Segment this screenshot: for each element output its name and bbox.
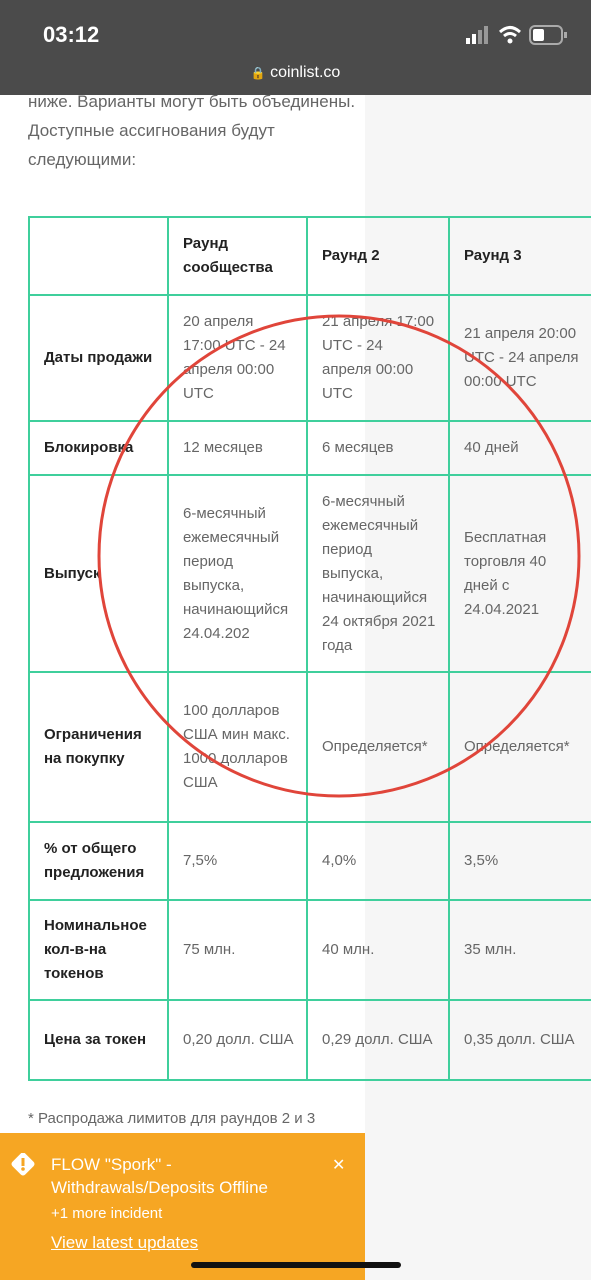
table-cell: 6-месячный ежемесячный период выпуска, н… [167, 474, 308, 673]
warning-icon [11, 1153, 35, 1176]
table-row: Даты продажи 20 апреля 17:00 UTC - 24 апр… [28, 294, 591, 422]
footnote: * Распродажа лимитов для раундов 2 и 3 [28, 1110, 316, 1127]
table-cell: Бесплатная торговля 40 дней с 24.04.2021 [448, 474, 591, 673]
incident-banner: FLOW "Spork" - Withdrawals/Deposits Offl… [0, 1133, 365, 1280]
table-cell: 40 млн. [306, 899, 450, 1001]
table-cell: Определяется* [306, 671, 450, 823]
table-row: Цена за токен 0,20 долл. США 0,29 долл. СШ… [28, 999, 591, 1081]
row-label: % от общего предложения [28, 821, 169, 901]
banner-title: FLOW "Spork" - Withdrawals/Deposits Offl… [51, 1155, 268, 1197]
table-cell: 20 апреля 17:00 UTC - 24 апреля 00:00 UT… [167, 294, 308, 422]
time: 03:12 [43, 22, 100, 47]
table-cell: 0,35 долл. США [448, 999, 591, 1081]
row-label: Номинальное кол-в-на токенов [28, 899, 169, 1001]
header-cell: Раунд 2 [306, 216, 450, 296]
header-cell: Раунд сообщества [167, 216, 308, 296]
table-row: Выпуск 6-месячный ежемесячный период выпу… [28, 474, 591, 673]
header-cell: Раунд 3 [448, 216, 591, 296]
table-row: Блокировка 12 месяцев 6 месяцев 40 дней [28, 420, 591, 476]
table-cell: Определяется* [448, 671, 591, 823]
banner-link[interactable]: View latest updates [51, 1233, 199, 1252]
home-indicator [191, 1262, 401, 1268]
table-row: Ограничения на покупку 100 долларов США м… [28, 671, 591, 823]
url-bar[interactable]: 🔒 coinlist.co [0, 64, 591, 82]
table-cell: 6-месячный ежемесячный период выпуска, н… [306, 474, 450, 673]
table-row: Номинальное кол-в-на токенов 75 млн. 40 мл… [28, 899, 591, 1001]
table-cell: 6 месяцев [306, 420, 450, 476]
row-label: Выпуск [28, 474, 169, 673]
table-row: % от общего предложения 7,5% 4,0% 3,5% [28, 821, 591, 901]
table-cell: 0,20 долл. США [167, 999, 308, 1081]
row-label: Ограничения на покупку [28, 671, 169, 823]
table-cell: 12 месяцев [167, 420, 308, 476]
table-cell: 100 долларов США мин макс. 1000 долларов… [167, 671, 308, 823]
status-bar: 03:12 🔒 coinlist.co [0, 0, 591, 95]
allocation-table: Раунд сообщества Раунд 2 Раунд 3 Даты прода… [28, 216, 591, 1081]
url: coinlist.co [270, 64, 341, 81]
status-icons [466, 25, 567, 45]
table-cell: 4,0% [306, 821, 450, 901]
table-cell: 3,5% [448, 821, 591, 901]
row-label: Цена за токен [28, 999, 169, 1081]
close-button[interactable]: ✕ [332, 1157, 346, 1174]
table-cell: 75 млн. [167, 899, 308, 1001]
table-cell: 7,5% [167, 821, 308, 901]
table-cell: 21 апреля 20:00 UTC - 24 апреля 00:00 UT… [448, 294, 591, 422]
corner-cell [28, 216, 169, 296]
table-cell: 21 апреля 17:00 UTC - 24 апреля 00:00 UT… [306, 294, 450, 422]
intro-text: ниже. Варианты могут быть объединены. До… [28, 92, 356, 169]
header-row: Раунд сообщества Раунд 2 Раунд 3 [28, 216, 591, 296]
lock-icon: 🔒 [250, 66, 266, 80]
table-cell: 40 дней [448, 420, 591, 476]
table-cell: 35 млн. [448, 899, 591, 1001]
row-label: Блокировка [28, 420, 169, 476]
row-label: Даты продажи [28, 294, 169, 422]
table-cell: 0,29 долл. США [306, 999, 450, 1081]
banner-subtitle: +1 more incident [51, 1205, 163, 1222]
